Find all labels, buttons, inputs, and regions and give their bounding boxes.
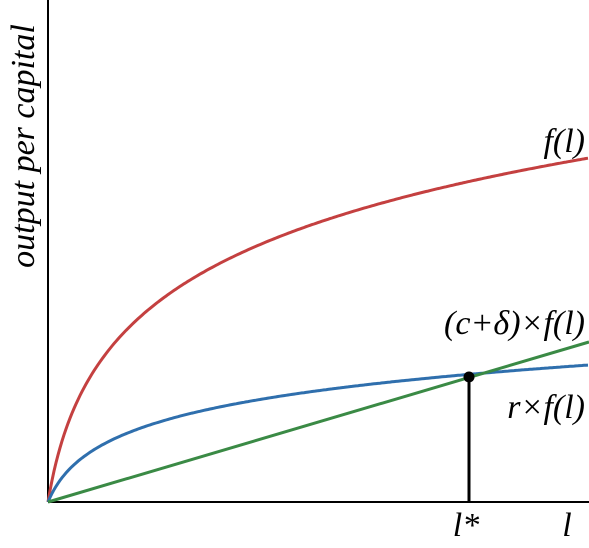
cd-line bbox=[47, 340, 589, 504]
curve-label: r×f(l) bbox=[507, 389, 585, 426]
y-label: output per capital bbox=[5, 24, 42, 268]
x-marker-label: l* bbox=[453, 507, 479, 544]
curve-label: f(l) bbox=[543, 123, 585, 160]
f-curve bbox=[46, 156, 589, 503]
curve-label: (c+δ)×f(l) bbox=[444, 305, 585, 342]
r-curve bbox=[46, 363, 589, 503]
x-label: l bbox=[562, 507, 571, 544]
intersection-point bbox=[463, 371, 475, 383]
